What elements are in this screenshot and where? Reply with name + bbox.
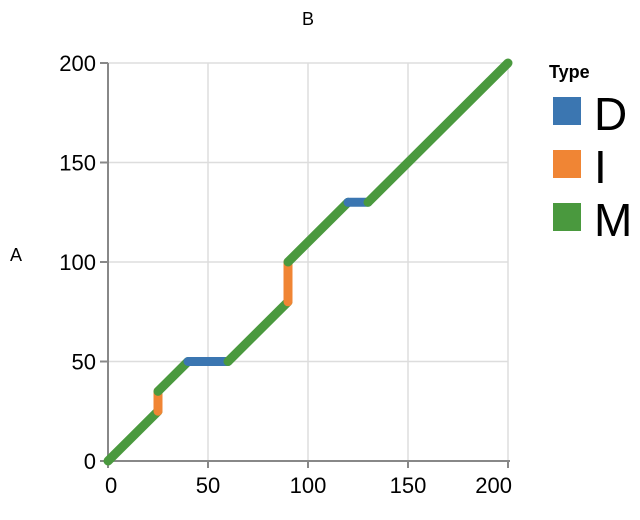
x-tick-label: 50 — [196, 473, 220, 498]
y-tick-label: 200 — [59, 51, 96, 76]
segment-M — [283, 197, 353, 267]
legend: Type DIM — [549, 62, 632, 246]
segment-M — [103, 406, 163, 466]
y-tick-label: 150 — [59, 151, 96, 176]
legend-swatch-i — [553, 150, 581, 178]
legend-entries: DIM — [553, 88, 632, 246]
legend-label-m: M — [594, 194, 632, 246]
legend-title: Type — [549, 62, 590, 82]
segment-M — [153, 357, 193, 396]
x-tick-label: 0 — [105, 473, 117, 498]
segment-M — [223, 297, 293, 366]
legend-swatch-m — [553, 203, 581, 231]
y-tick-label: 50 — [72, 350, 96, 375]
x-tick-label: 100 — [290, 473, 327, 498]
axes: 0 50 100 150 200 0 50 100 150 200 — [59, 51, 512, 498]
legend-label-i: I — [594, 141, 607, 193]
legend-label-d: D — [594, 88, 627, 140]
chart-title: B — [302, 9, 314, 29]
y-tick-label: 0 — [84, 449, 96, 474]
x-tick-label: 200 — [475, 473, 512, 498]
plot-segments — [103, 58, 513, 466]
legend-swatch-d — [553, 97, 581, 125]
gridlines — [108, 62, 509, 461]
x-tick-label: 150 — [390, 473, 427, 498]
y-axis-title: A — [10, 245, 22, 265]
y-tick-label: 100 — [59, 250, 96, 275]
segment-M — [363, 58, 513, 207]
